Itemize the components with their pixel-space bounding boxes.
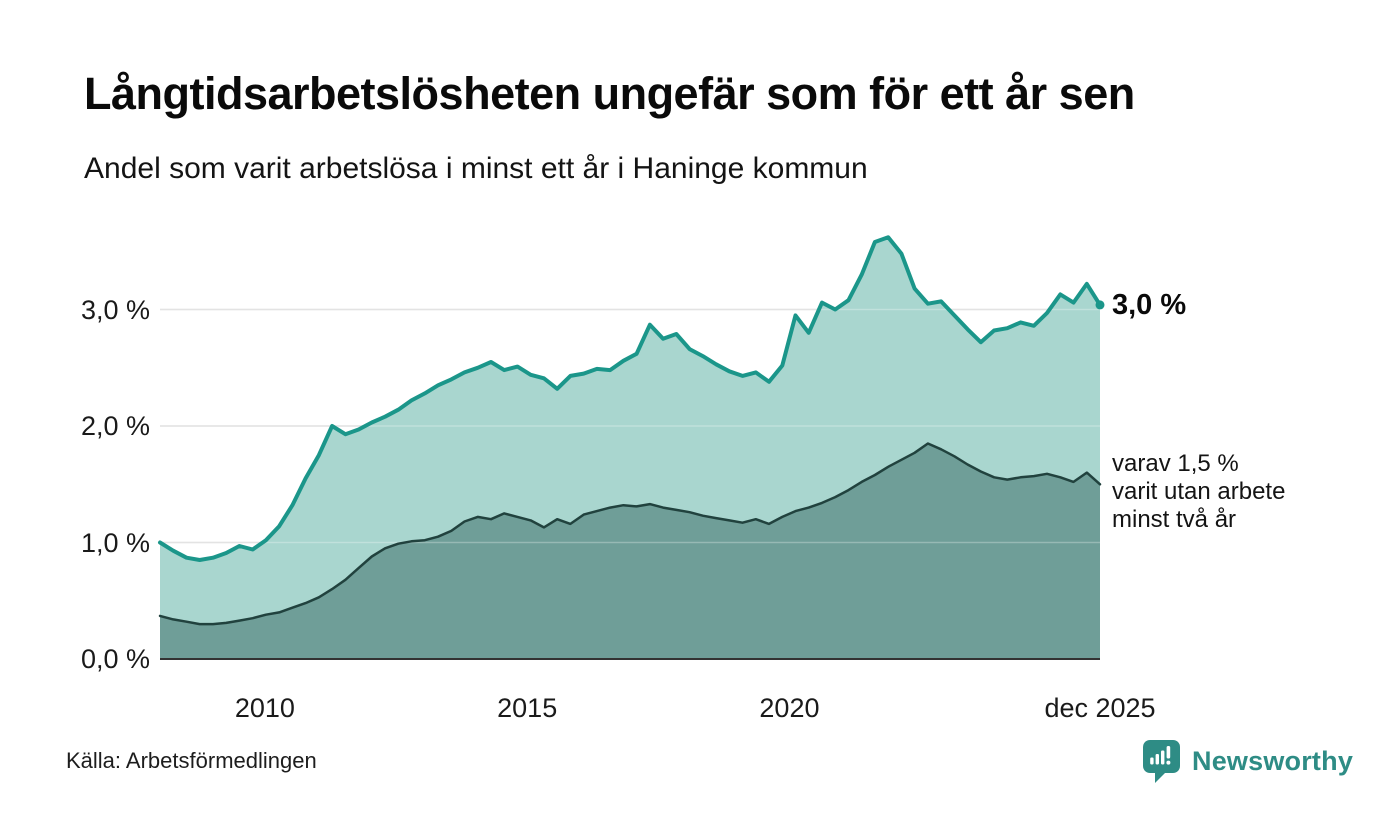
- series-line-minst-tva-ar: [158, 442, 1102, 626]
- series2-annotation-line: varav 1,5 %: [1112, 450, 1239, 478]
- newsworthy-logo-text: Newsworthy: [1192, 745, 1354, 776]
- series-end-value-label: 3,0 %: [1112, 288, 1187, 321]
- series-end-dot: [1095, 300, 1105, 310]
- x-tick-label: dec 2025: [1044, 693, 1156, 723]
- area-fill-minst-tva-ar: [160, 443, 1100, 659]
- page-subtitle: Andel som varit arbetslösa i minst ett å…: [84, 152, 868, 185]
- newsworthy-logo: Newsworthy: [1142, 738, 1353, 784]
- series2-annotation: varav 1,5 % varit utan arbete minst två år: [1112, 450, 1285, 534]
- y-tick-label: 2,0 %: [80, 411, 150, 442]
- series2-annotation-line: minst två år: [1112, 506, 1237, 534]
- series2-annotation-line: varit utan arbete: [1112, 478, 1286, 506]
- x-tick-label: 2010: [234, 693, 295, 723]
- y-tick-label: 3,0 %: [80, 294, 150, 325]
- newsworthy-logo-icon: [1143, 740, 1180, 783]
- series-line-minst-ett-ar: [158, 235, 1102, 562]
- x-tick-label: 2020: [759, 693, 820, 723]
- source-note: Källa: Arbetsförmedlingen: [66, 748, 317, 773]
- page-title: Långtidsarbetslösheten ungefär som för e…: [84, 68, 1135, 119]
- x-tick-label: 2015: [497, 693, 558, 723]
- y-tick-label: 0,0 %: [80, 644, 150, 674]
- y-tick-label: 1,0 %: [80, 527, 150, 558]
